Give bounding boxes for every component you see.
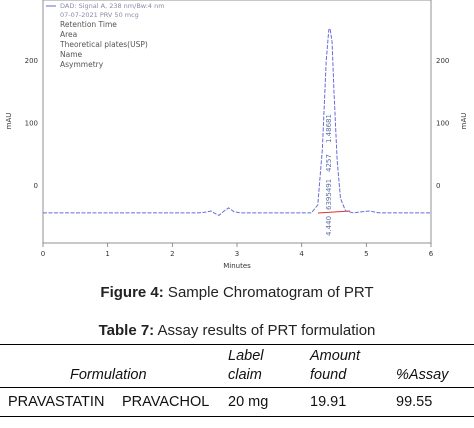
table-header-row: Formulation Label claim Amount found %Assa… [0,344,474,388]
series-line [43,27,431,216]
figure-caption-label: Figure 4: [100,284,164,301]
y-axis-label-left: mAU [5,113,13,130]
cell-drug-name: PRAVASTATIN [8,394,105,410]
legend-signal: DAD: Signal A, 238 nm/Bw:4 nm [60,2,165,10]
x-tick-label: 4 [299,250,304,258]
cell-label-claim: 20 mg [228,394,269,410]
peak-retention-time: 4.440 [325,216,333,236]
legend-item-name: Name [60,50,83,59]
x-axis: 0 1 2 3 4 5 6 [41,243,434,258]
y-tick-label-right: 200 [436,57,449,65]
header-label-claim-line1: Label [228,348,264,364]
header-amount-found: Amount found [306,345,392,388]
plot-frame [42,0,432,244]
y-tick-label-left: 100 [25,120,38,128]
legend-item-theoretical-plates: Theoretical plates(USP) [59,40,148,49]
y-axis-right: 0 100 200 [436,57,449,190]
header-assay: %Assay [396,367,449,383]
x-tick-label: 6 [429,250,434,258]
legend-item-area: Area [60,30,77,39]
assay-results-table: Formulation Label claim Amount found %Assa… [0,344,474,417]
cell-amount-found: 19.91 [310,394,347,410]
peak-theoretical-plates: 4257 [325,154,333,172]
y-axis-left: 0 100 200 [25,57,38,190]
y-tick-label-right: 100 [436,120,449,128]
cell-assay: 99.55 [396,394,433,410]
x-tick-label: 0 [41,250,45,258]
x-tick-label: 3 [235,250,239,258]
x-tick-label: 2 [170,250,174,258]
legend-sample: 07-07-2021 PRV 50 mcg [60,11,139,19]
header-amount-found-line1: Amount [310,348,360,364]
baseline-segment [317,210,351,214]
table-caption-label: Table 7: [98,322,155,339]
header-label-claim-line2: claim [228,367,262,383]
y-axis-label-right: mAU [460,113,468,130]
header-amount-found-line2: found [310,367,347,383]
y-tick-label-left: 200 [25,57,38,65]
header-formulation: Formulation [70,367,147,383]
table-caption-text: Assay results of PRT formulation [154,322,376,339]
y-tick-label-left: 0 [34,182,38,190]
x-axis-label: Minutes [223,262,251,270]
table-row: PRAVASTATIN PRAVACHOL 20 mg 19.91 99.55 [0,388,474,417]
x-tick-label: 5 [364,250,368,258]
header-label-claim: Label claim [224,345,306,388]
legend-item-asymmetry: Asymmetry [60,60,104,69]
figure-caption-text: Sample Chromatogram of PRT [163,284,374,301]
figure-caption: Figure 4: Sample Chromatogram of PRT [0,284,474,301]
y-tick-label-right: 0 [436,182,440,190]
x-tick-label: 1 [105,250,109,258]
legend-item-retention-time: Retention Time [60,20,117,29]
peak-area: 6395491 [325,179,333,210]
peak-asymmetry: 1.48681 [325,114,333,143]
table-caption: Table 7: Assay results of PRT formulatio… [0,322,474,339]
chart-legend: DAD: Signal A, 238 nm/Bw:4 nm 07-07-2021… [46,2,165,69]
cell-brand-name: PRAVACHOL [122,394,210,410]
peak-annotations: 4.440 6395491 4257 1.48681 [325,114,333,236]
